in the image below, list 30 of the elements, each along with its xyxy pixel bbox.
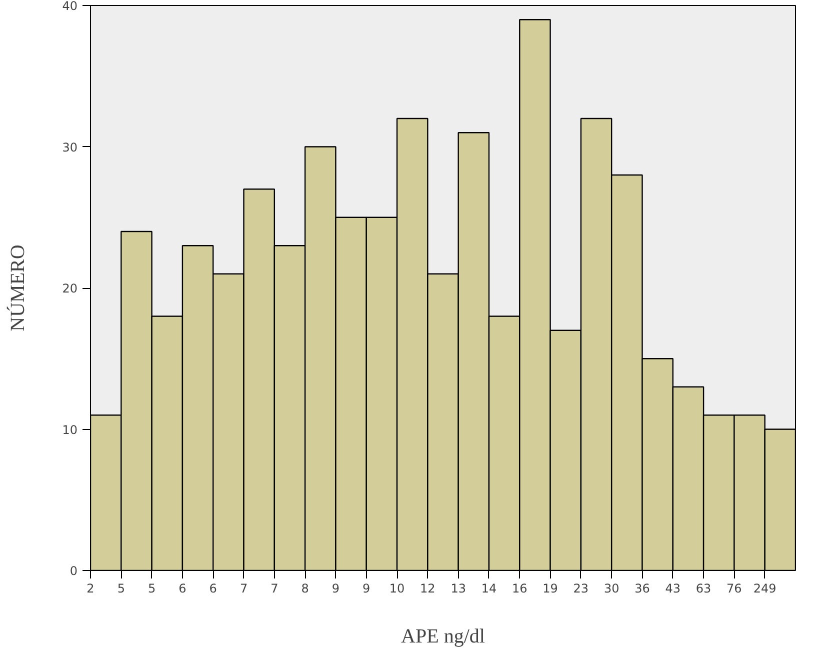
x-tick-label: 10 bbox=[389, 582, 405, 596]
x-tick-label: 19 bbox=[542, 582, 558, 596]
x-tick-label: 63 bbox=[696, 582, 712, 596]
x-tick-label: 5 bbox=[117, 582, 125, 596]
y-axis-title: NÚMERO bbox=[6, 244, 30, 332]
x-tick-label: 76 bbox=[726, 582, 742, 596]
x-tick-label: 5 bbox=[148, 582, 156, 596]
x-tick-label: 7 bbox=[270, 582, 278, 596]
y-tick-label: 20 bbox=[62, 282, 78, 296]
x-tick-label: 249 bbox=[753, 582, 776, 596]
y-tick-label: 40 bbox=[62, 0, 78, 13]
x-tick-label: 16 bbox=[512, 582, 528, 596]
x-tick-label: 6 bbox=[178, 582, 186, 596]
x-tick-label: 36 bbox=[634, 582, 650, 596]
x-tick-label: 43 bbox=[665, 582, 681, 596]
y-tick-label: 30 bbox=[62, 140, 78, 154]
x-tick-label: 13 bbox=[450, 582, 466, 596]
y-tick-label: 0 bbox=[70, 564, 78, 578]
x-tick-label: 9 bbox=[332, 582, 340, 596]
x-tick-label: 30 bbox=[604, 582, 620, 596]
x-axis-title: APE ng/dl bbox=[401, 626, 486, 648]
x-tick-label: 8 bbox=[301, 582, 309, 596]
x-tick-label: 9 bbox=[362, 582, 370, 596]
y-tick-label: 10 bbox=[62, 422, 78, 437]
x-tick-label: 2 bbox=[86, 582, 94, 596]
x-tick-label: 12 bbox=[420, 582, 436, 596]
x-tick-label: 23 bbox=[573, 582, 589, 596]
x-tick-label: 6 bbox=[209, 582, 217, 596]
x-tick-label: 7 bbox=[240, 582, 248, 596]
x-tick-label: 14 bbox=[481, 582, 497, 596]
